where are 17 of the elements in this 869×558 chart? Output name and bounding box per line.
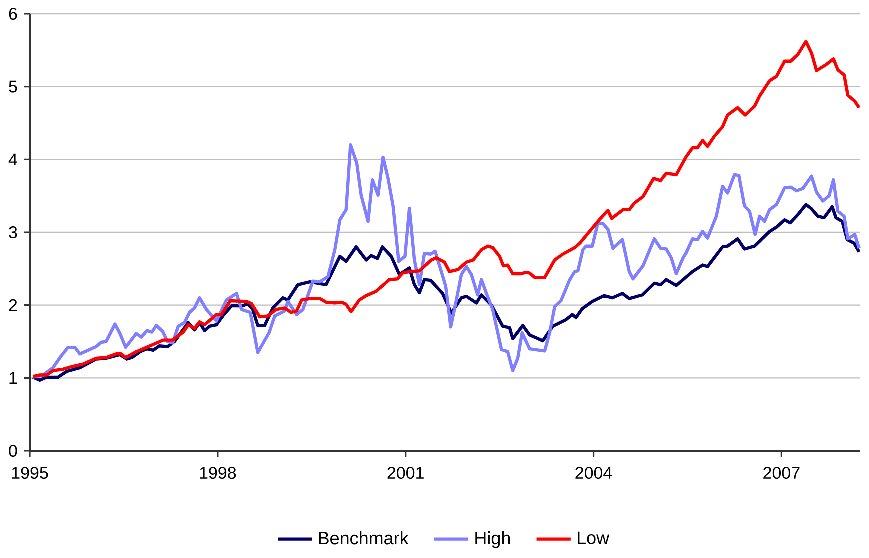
y-tick-label: 5 — [9, 80, 18, 93]
y-tick-label: 4 — [8, 154, 18, 166]
legend-label: Benchmark — [319, 532, 409, 545]
x-tick-label: 2007 — [764, 467, 800, 480]
x-tick-label: 2001 — [388, 467, 424, 480]
y-tick-label: 0 — [9, 444, 18, 458]
y-tick-label: 2 — [9, 299, 18, 312]
x-tick-label: 1998 — [200, 467, 236, 480]
line-series — [32, 144, 861, 380]
y-tick-label: 1 — [10, 372, 18, 384]
legend-label: Low — [578, 532, 610, 544]
x-tick-label: 2004 — [576, 467, 612, 480]
legend-label: High — [476, 532, 510, 548]
x-tick-label: 1995 — [12, 467, 48, 480]
y-tick-label: 6 — [9, 8, 18, 20]
line-series — [32, 40, 861, 378]
y-tick-label: 3 — [9, 226, 18, 239]
